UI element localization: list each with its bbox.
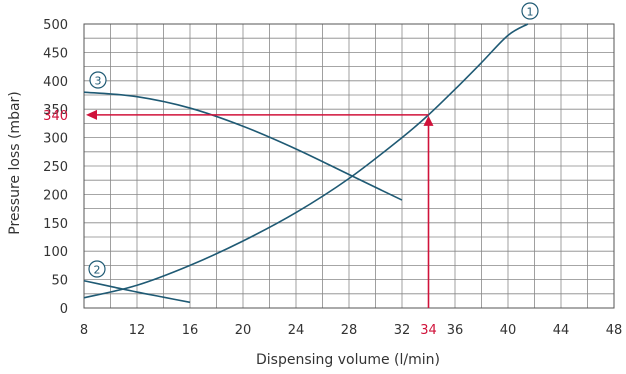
- highlight-arrowhead-left: [86, 109, 97, 120]
- x-tick-label: 12: [129, 323, 146, 338]
- series-marker-circle: [89, 71, 107, 89]
- y-tick-label: 300: [43, 132, 68, 147]
- series-marker-label: 1: [527, 6, 534, 19]
- y-tick-label: 450: [43, 46, 68, 61]
- x-axis-label: Dispensing volume (l/min): [256, 352, 440, 368]
- series-marker-2: 2: [88, 260, 106, 278]
- series-marker-circle: [521, 2, 539, 20]
- series-line-3: [83, 91, 403, 201]
- x-tick-label: 48: [606, 323, 623, 338]
- x-tick-label: 36: [447, 323, 464, 338]
- y-axis-ticks: 0 50 100 150 200 250 300 350 400 450 500: [43, 18, 68, 317]
- x-tick-label: 44: [553, 323, 570, 338]
- x-tick-label: 40: [500, 323, 517, 338]
- series-marker-label: 2: [94, 264, 101, 277]
- x-axis-ticks: 8 12 16 20 24 28 32 36 40 44 48: [80, 323, 622, 338]
- highlight-arrowhead-up: [423, 115, 434, 126]
- y-tick-label: 350: [43, 103, 68, 118]
- series-markers: 1 2 3: [88, 2, 539, 278]
- x-tick-label: 28: [341, 323, 358, 338]
- highlight-x-label: 34: [420, 323, 437, 338]
- series-lines: [83, 23, 529, 304]
- y-tick-label: 400: [43, 75, 68, 90]
- y-axis-label: Pressure loss (mbar): [7, 91, 23, 235]
- y-tick-label: 500: [43, 18, 68, 33]
- series-marker-circle: [88, 260, 106, 278]
- y-tick-label: 150: [43, 217, 68, 232]
- series-marker-label: 3: [95, 75, 102, 88]
- grid: [83, 23, 615, 309]
- highlight-arrows: 340 34: [43, 109, 437, 338]
- x-tick-label: 20: [235, 323, 252, 338]
- y-tick-label: 100: [43, 245, 68, 260]
- x-tick-label: 32: [394, 323, 411, 338]
- x-tick-label: 8: [80, 323, 88, 338]
- series-line-1: [83, 23, 529, 299]
- y-tick-label: 250: [43, 160, 68, 175]
- series-line-2: [83, 279, 191, 304]
- y-tick-label: 200: [43, 188, 68, 203]
- plot-frame: [83, 23, 615, 309]
- series-marker-1: 1: [521, 2, 539, 20]
- y-tick-label: 50: [51, 274, 68, 289]
- x-tick-label: 16: [182, 323, 199, 338]
- series-marker-3: 3: [89, 71, 107, 89]
- x-tick-label: 24: [288, 323, 305, 338]
- y-tick-label: 0: [60, 302, 68, 317]
- highlight-y-label: 340: [43, 109, 68, 124]
